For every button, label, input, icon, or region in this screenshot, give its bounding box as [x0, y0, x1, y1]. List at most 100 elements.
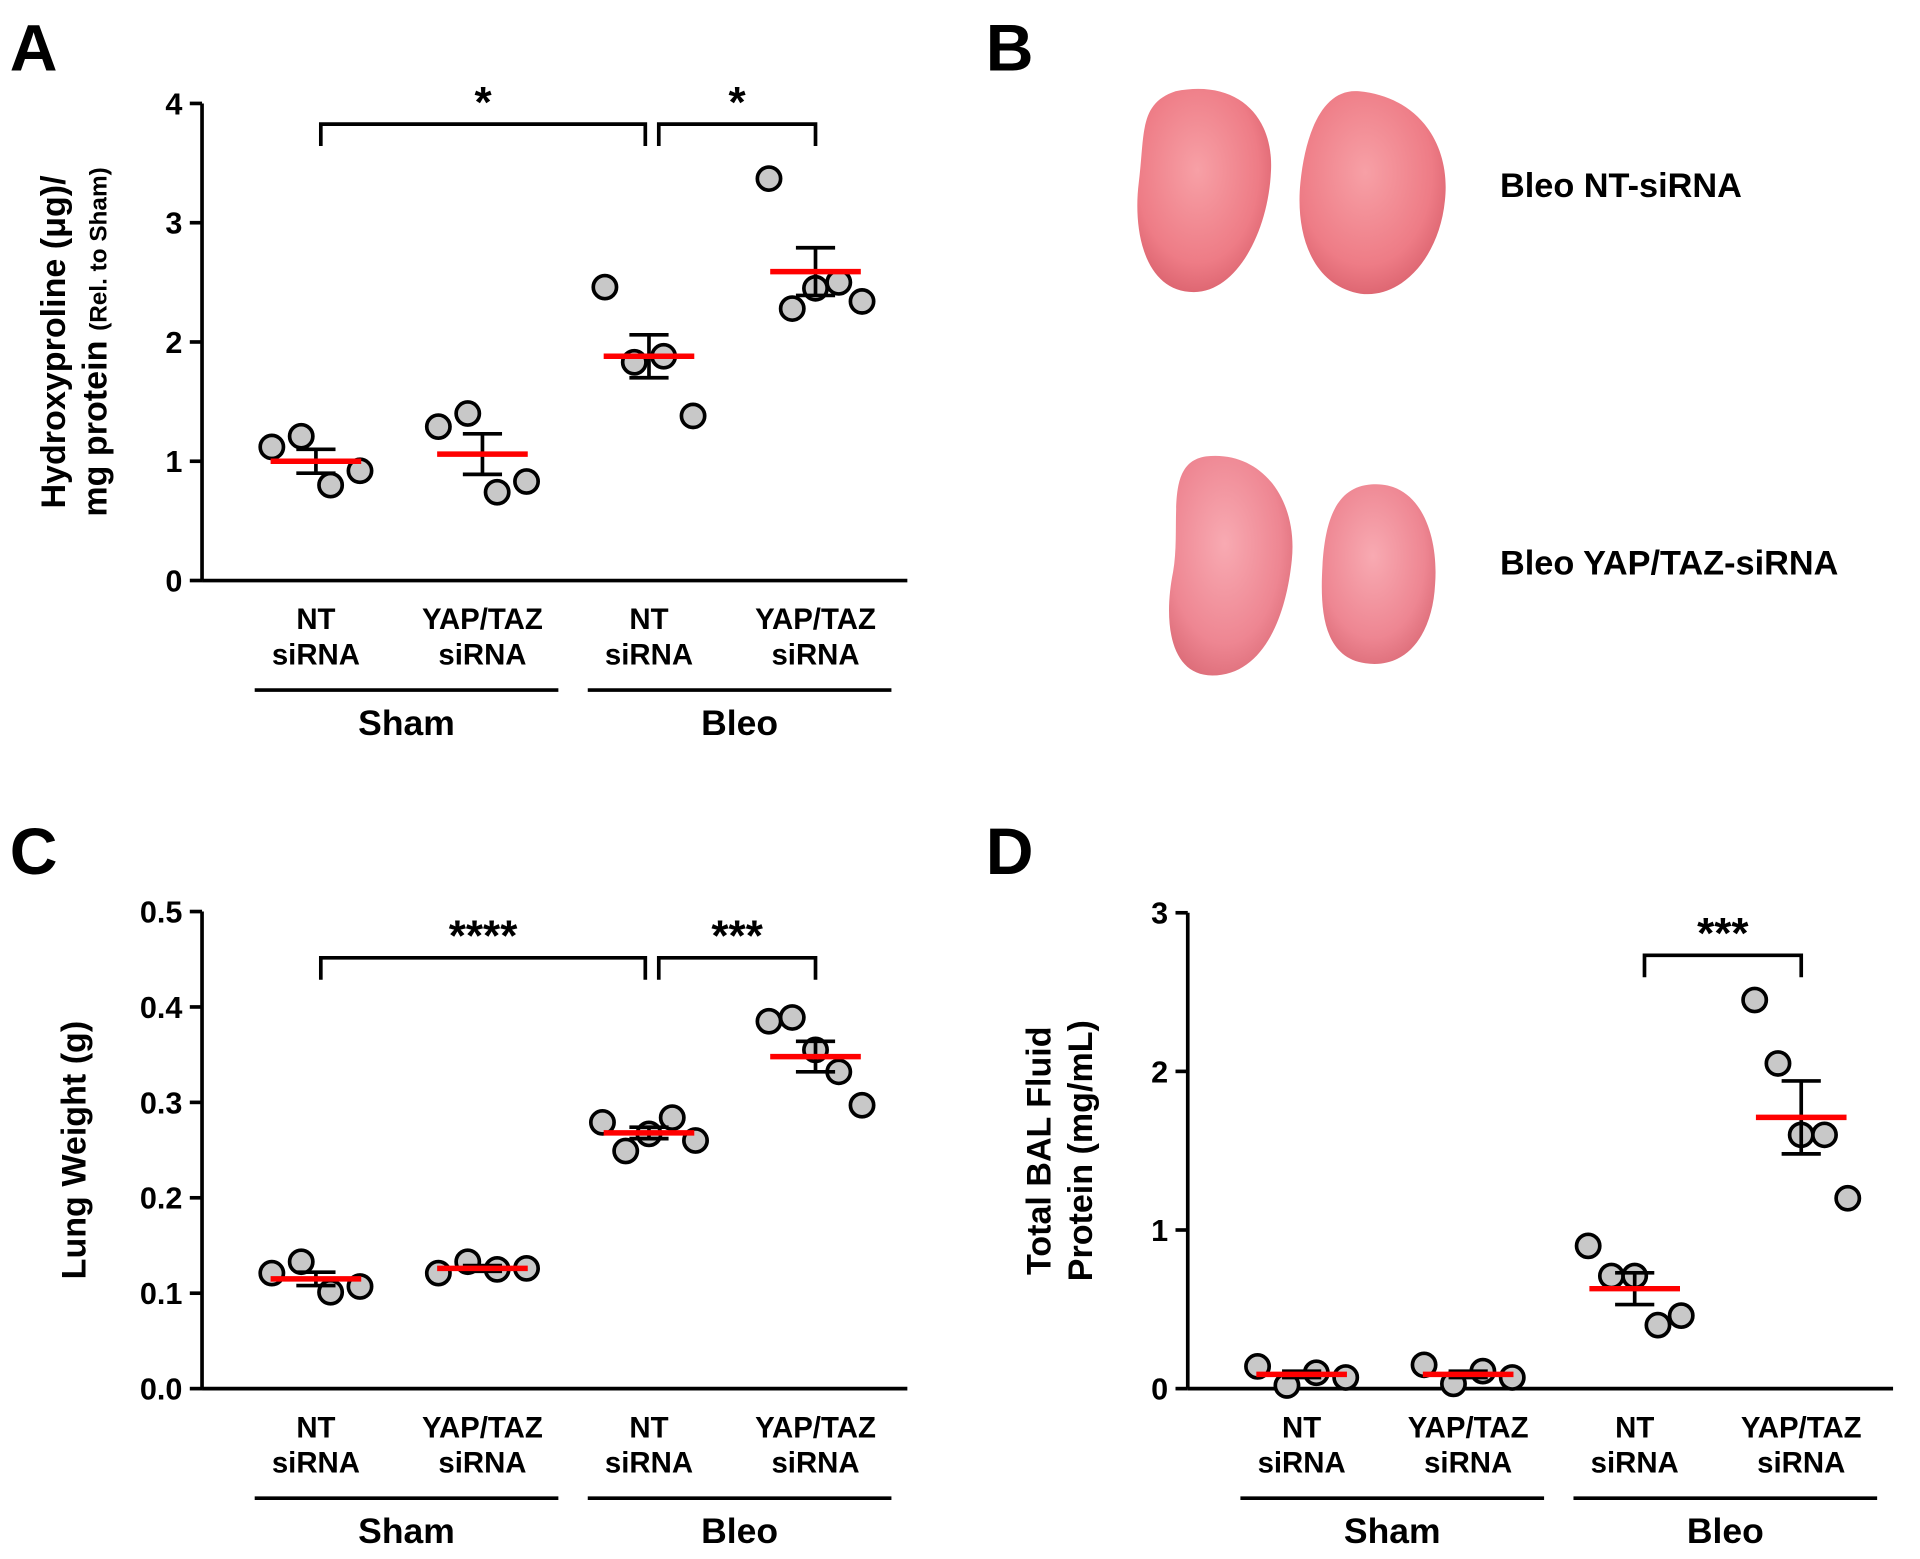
data-point	[454, 400, 482, 427]
group-label: Bleo	[701, 1511, 778, 1551]
y-axis-label-line: Total BAL Fluid	[1021, 1026, 1059, 1275]
significance-label: ****	[449, 912, 519, 961]
data-point	[1764, 1050, 1792, 1077]
significance-bracket	[318, 122, 648, 147]
data-point	[287, 422, 315, 450]
y-tick-label: 2	[1151, 1055, 1168, 1089]
significance-label: ***	[711, 912, 763, 961]
data-point	[1741, 986, 1769, 1014]
data-point	[591, 273, 619, 301]
x-tick-label: siRNA	[438, 1447, 526, 1480]
panel-letter: C	[10, 814, 58, 888]
y-tick-label: 3	[165, 207, 182, 241]
data-point	[679, 402, 707, 430]
data-point	[778, 295, 806, 322]
y-tick-label: 2	[165, 326, 182, 360]
x-tick-label: siRNA	[605, 639, 693, 672]
group-label: Sham	[1344, 1511, 1441, 1551]
data-point	[1811, 1121, 1838, 1149]
x-tick-label: siRNA	[1258, 1447, 1346, 1480]
y-tick-label: 0.4	[140, 991, 183, 1025]
y-axis-label-line: Lung Weight (g)	[56, 1021, 94, 1280]
x-tick-label: YAP/TAZ	[422, 603, 543, 636]
data-point	[483, 478, 511, 506]
x-tick-label: siRNA	[605, 1447, 693, 1480]
data-point	[424, 1259, 452, 1287]
lung	[1321, 484, 1436, 664]
data-point	[778, 1004, 806, 1031]
data-point	[1667, 1302, 1695, 1330]
data-point	[755, 1007, 783, 1035]
lung-photos	[1137, 88, 1446, 676]
photo-label: Bleo NT-siRNA	[1500, 167, 1742, 205]
significance-label: ***	[1697, 909, 1749, 958]
x-tick-label: siRNA	[1424, 1447, 1512, 1480]
y-tick-label: 0.3	[140, 1086, 183, 1120]
data-point	[755, 165, 783, 192]
group-label: Sham	[358, 1511, 455, 1551]
data-point	[258, 433, 286, 461]
data-point	[513, 468, 540, 495]
x-tick-label: NT	[1282, 1411, 1321, 1444]
x-tick-label: siRNA	[438, 639, 526, 672]
y-tick-label: 1	[1151, 1214, 1168, 1248]
data-point	[848, 288, 876, 315]
photo-label: Bleo YAP/TAZ-siRNA	[1500, 545, 1838, 583]
significance-bracket	[1642, 953, 1804, 978]
x-tick-label: siRNA	[1591, 1447, 1679, 1480]
data-point	[658, 1104, 686, 1132]
data-point	[1644, 1311, 1672, 1339]
y-axis-label: Protein (mg/mL)	[1062, 1020, 1100, 1281]
y-tick-label: 0.5	[140, 896, 183, 930]
x-tick-label: siRNA	[1757, 1447, 1845, 1480]
x-tick-label: NT	[629, 1411, 668, 1444]
panel-letter: B	[986, 11, 1034, 85]
x-tick-label: NT	[296, 1411, 335, 1444]
group-label: Sham	[358, 703, 455, 743]
data-point	[848, 1091, 876, 1119]
significance-bracket	[318, 955, 648, 980]
x-tick-label: NT	[629, 603, 668, 636]
x-tick-label: siRNA	[771, 639, 859, 672]
x-tick-label: NT	[296, 603, 335, 636]
lung	[1137, 88, 1272, 293]
y-tick-label: 0	[1151, 1373, 1168, 1407]
data-point	[588, 1109, 616, 1136]
panel-letter: D	[986, 814, 1034, 888]
y-axis-label-line: Protein (mg/mL)	[1062, 1020, 1100, 1281]
y-axis-label-line: mg protein	[76, 341, 114, 517]
x-tick-label: YAP/TAZ	[1408, 1411, 1529, 1444]
y-axis-label: Total BAL Fluid	[1021, 1026, 1059, 1275]
y-axis-label: Hydroxyproline (μg)/	[35, 175, 73, 509]
y-tick-label: 4	[165, 87, 182, 121]
group-label: Bleo	[701, 703, 778, 743]
significance-label: *	[729, 78, 747, 127]
data-point	[424, 413, 452, 441]
y-axis-label: Lung Weight (g)	[56, 1021, 94, 1280]
y-tick-label: 1	[165, 445, 182, 479]
group-label: Bleo	[1687, 1511, 1764, 1551]
y-tick-label: 0.1	[140, 1277, 183, 1311]
x-tick-label: YAP/TAZ	[422, 1411, 543, 1444]
y-tick-label: 0.2	[140, 1182, 183, 1216]
significance-label: *	[474, 78, 492, 127]
y-tick-label: 0.0	[140, 1373, 183, 1407]
x-tick-label: YAP/TAZ	[755, 1411, 876, 1444]
data-point	[1574, 1232, 1602, 1260]
x-tick-label: NT	[1615, 1411, 1654, 1444]
data-point	[1498, 1364, 1526, 1391]
lung	[1299, 91, 1446, 295]
data-point	[287, 1248, 315, 1276]
y-tick-label: 0	[165, 565, 182, 599]
data-point	[317, 471, 345, 499]
y-axis-label: mg protein (Rel. to Sham)	[76, 167, 114, 516]
panel-letter: A	[10, 11, 58, 85]
y-axis-label-note: (Rel. to Sham)	[85, 167, 112, 331]
x-tick-label: YAP/TAZ	[1741, 1411, 1862, 1444]
data-point	[1834, 1184, 1862, 1212]
data-point	[1332, 1364, 1360, 1391]
y-tick-label: 3	[1151, 897, 1168, 931]
x-tick-label: YAP/TAZ	[755, 603, 876, 636]
